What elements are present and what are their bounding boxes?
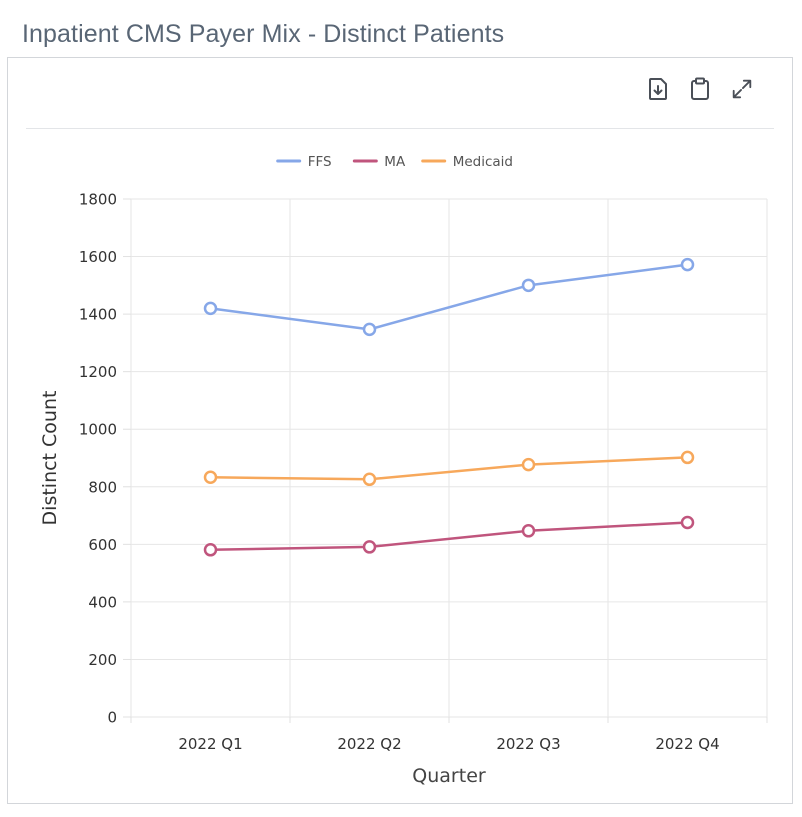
data-point-medicaid <box>521 457 536 472</box>
series-line-ma <box>210 521 688 552</box>
chart-title: Inpatient CMS Payer Mix - Distinct Patie… <box>22 20 505 48</box>
data-point-ma <box>680 515 695 530</box>
y-tick-label: 1600 <box>79 248 117 266</box>
download-icon[interactable] <box>646 76 670 102</box>
chart-toolbar <box>646 76 754 102</box>
series-lines <box>210 263 688 552</box>
y-tick-label: 1200 <box>79 363 117 381</box>
clipboard-icon[interactable] <box>688 76 712 102</box>
x-tick-label: 2022 Q1 <box>178 735 242 753</box>
chart-card <box>7 57 793 804</box>
data-point-ffs <box>362 322 377 337</box>
y-axis-label: Distinct Count <box>39 391 61 526</box>
legend-label: FFS <box>308 154 332 170</box>
legend-label: Medicaid <box>453 154 513 170</box>
expand-icon[interactable] <box>730 76 754 102</box>
axes: 0 200 400 600 800 1000 1200 1400 1600 1800 2022 Q1… <box>79 191 768 753</box>
y-tick-label: 1000 <box>79 421 117 439</box>
x-tick-label: 2022 Q2 <box>337 735 401 753</box>
data-point-ma <box>203 543 218 557</box>
data-point-ma <box>521 524 536 538</box>
series-line-ffs <box>210 263 688 331</box>
x-tick-label: 2022 Q4 <box>655 735 719 753</box>
data-point-ffs <box>521 278 536 293</box>
grid-lines <box>130 198 768 718</box>
y-tick-label: 200 <box>88 651 117 669</box>
data-point-medicaid <box>362 472 377 487</box>
series-points <box>203 257 695 557</box>
y-tick-label: 1800 <box>79 191 117 209</box>
legend-label: MA <box>384 154 406 170</box>
y-tick-label: 800 <box>88 478 117 496</box>
x-tick-label: 2022 Q3 <box>496 735 560 753</box>
y-tick-label: 0 <box>107 709 117 727</box>
data-point-medicaid <box>680 450 695 465</box>
x-axis-label: Quarter <box>412 765 486 787</box>
data-point-medicaid <box>203 470 218 485</box>
y-tick-label: 600 <box>88 536 117 554</box>
y-tick-label: 1400 <box>79 306 117 324</box>
data-point-ffs <box>203 301 218 316</box>
legend: FFS MA Medicaid <box>276 154 513 170</box>
series-line-medicaid <box>210 456 688 481</box>
data-point-ma <box>362 540 377 554</box>
toolbar-divider <box>26 128 774 129</box>
data-point-ffs <box>680 257 695 272</box>
y-tick-label: 400 <box>88 593 117 611</box>
